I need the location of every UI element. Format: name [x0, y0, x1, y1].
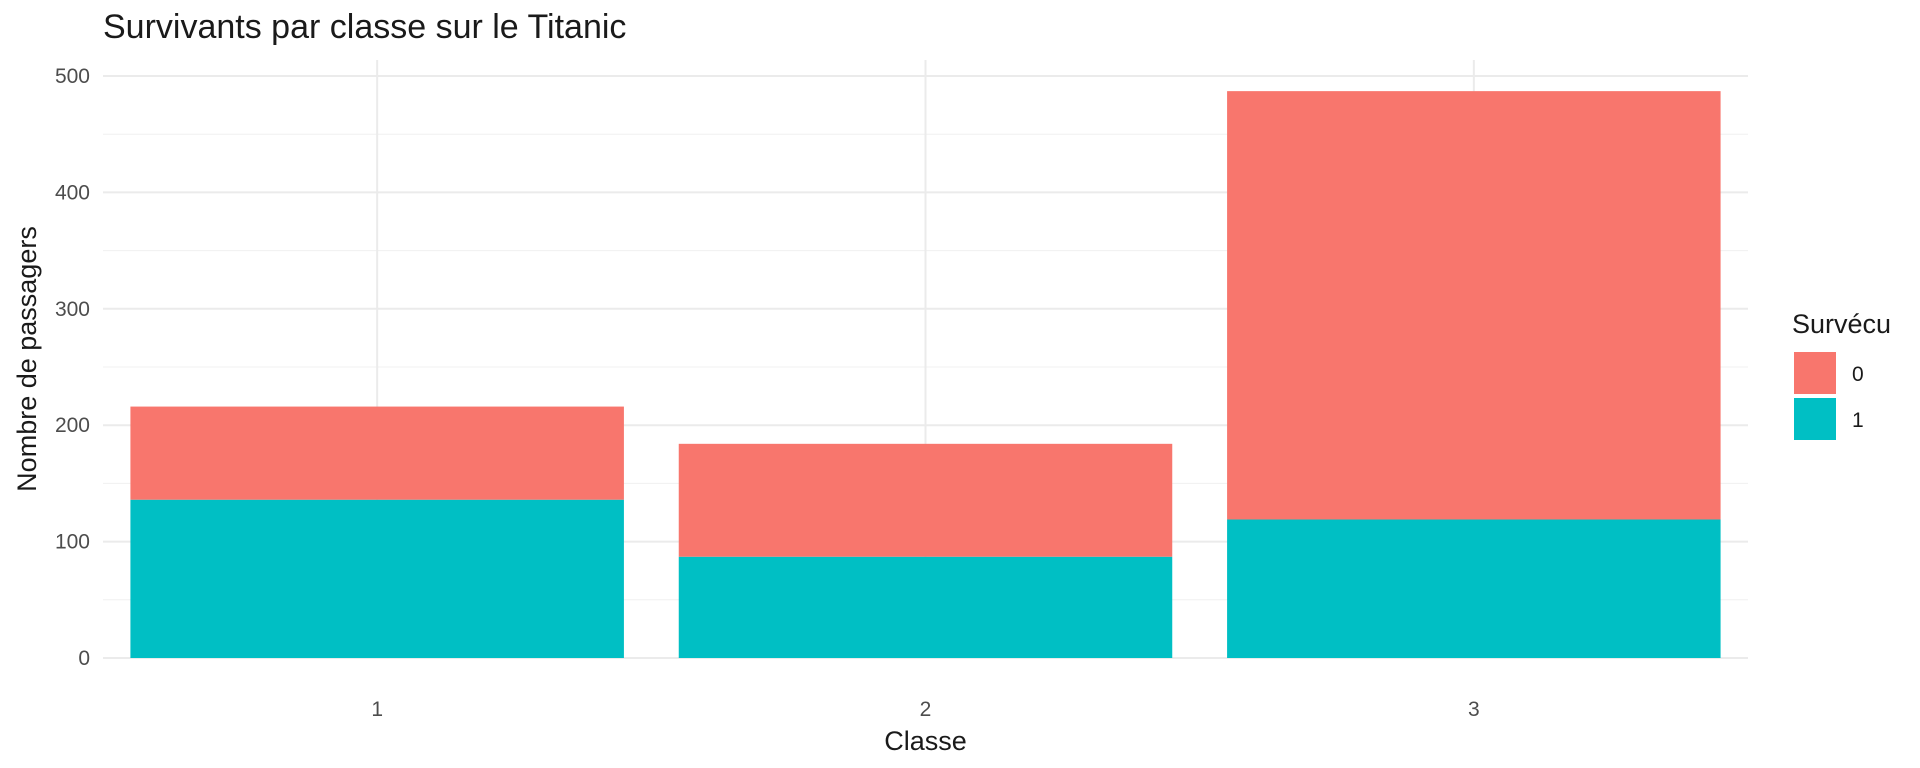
x-tick-label: 3 [1468, 698, 1480, 721]
x-tick-label: 1 [371, 698, 383, 721]
bar-class-3-survived-1 [1227, 519, 1721, 658]
legend-key-1 [1794, 398, 1836, 440]
y-axis-title: Nombre de passagers [12, 226, 42, 492]
x-axis-title: Classe [884, 726, 967, 756]
bar-class-1-survived-1 [130, 499, 624, 658]
legend-title: Survécu [1792, 309, 1891, 339]
x-axis-ticks: 1 2 3 [371, 698, 1479, 721]
x-tick-label: 2 [920, 698, 932, 721]
legend-label-0: 0 [1852, 363, 1864, 386]
chart-title: Survivants par classe sur le Titanic [103, 8, 627, 46]
y-tick-label: 500 [55, 65, 90, 88]
bar-class-1-survived-0 [130, 406, 624, 500]
legend-key-0 [1794, 352, 1836, 394]
y-tick-label: 100 [55, 531, 90, 554]
y-tick-label: 0 [78, 647, 90, 670]
legend: Survécu 0 1 [1792, 309, 1891, 440]
bars [130, 91, 1721, 658]
legend-label-1: 1 [1852, 409, 1864, 432]
y-axis-ticks: 0 100 200 300 400 500 [55, 65, 90, 670]
y-tick-label: 200 [55, 414, 90, 437]
y-tick-label: 300 [55, 298, 90, 321]
bar-class-3-survived-0 [1227, 91, 1721, 520]
bar-class-2-survived-1 [678, 556, 1173, 658]
bar-class-2-survived-0 [678, 443, 1173, 557]
y-tick-label: 400 [55, 181, 90, 204]
